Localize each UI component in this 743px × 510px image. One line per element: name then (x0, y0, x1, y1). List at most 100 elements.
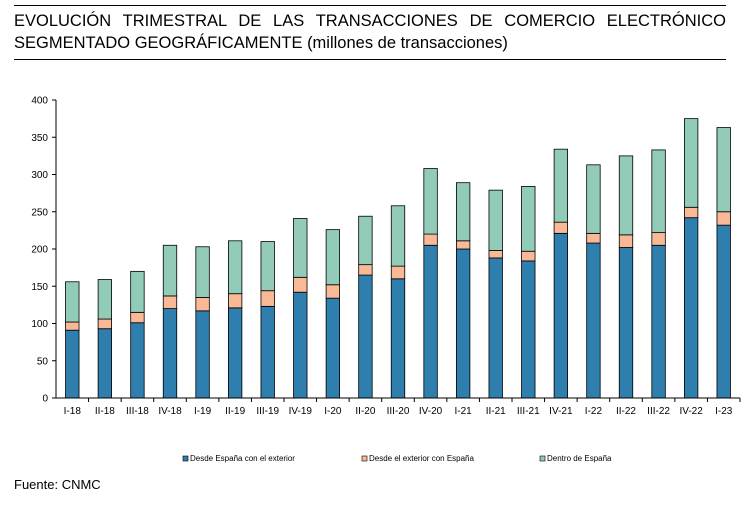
bar-segment-1-I-21 (455, 248, 471, 399)
bar-segment-1-I-19 (195, 310, 210, 399)
x-tick-label: IV-22 (679, 406, 703, 417)
bar-segment-1-III-22 (651, 244, 666, 399)
bar-segment-1-III-19 (260, 305, 275, 399)
title-top-rule (14, 5, 726, 6)
bar-segment-3-I-22 (586, 164, 601, 234)
y-axis: 0 50 100 150 200 250 300 350 400 (31, 96, 57, 405)
chart-title-line1: EVOLUCIÓN TRIMESTRAL DE LAS TRANSACCIONE… (14, 12, 726, 30)
bar-segment-2-III-20 (390, 265, 406, 280)
x-tick-label: IV-20 (419, 406, 443, 417)
bar-segment-1-IV-20 (423, 244, 438, 399)
legend: Desde España con el exterior Desde el ext… (182, 454, 612, 463)
bar-segment-2-II-18 (97, 318, 113, 330)
bar-segment-1-I-20 (325, 297, 341, 399)
legend-label-3: Dentro de España (547, 454, 612, 463)
bar-segment-1-II-22 (618, 247, 634, 399)
bar-segment-2-III-21 (521, 250, 536, 262)
bar-segment-2-I-19 (195, 297, 210, 312)
y-tick-label: 100 (31, 319, 48, 330)
x-tick-label: I-20 (324, 406, 342, 417)
chart-title-line2: SEGMENTADO GEOGRÁFICAMENTE (millones de … (14, 32, 726, 54)
y-tick-label: 200 (31, 245, 48, 256)
bar-segment-1-III-20 (390, 278, 406, 399)
y-tick-label: 50 (37, 356, 49, 367)
bar-segment-3-IV-20 (423, 168, 438, 235)
x-tick-label: III-19 (256, 406, 279, 417)
bar-segment-3-I-21 (455, 182, 471, 242)
bar-segment-2-IV-20 (423, 233, 438, 246)
x-tick-label: I-19 (194, 406, 212, 417)
bar-segment-2-I-21 (455, 240, 471, 250)
x-tick-label: I-18 (64, 406, 82, 417)
bar-segment-3-III-21 (521, 186, 536, 252)
bar-segment-3-I-18 (65, 281, 80, 323)
bar-segment-2-I-22 (586, 232, 601, 244)
bar-segment-3-I-19 (195, 246, 210, 298)
bar-segment-3-I-23 (716, 127, 731, 213)
bar-segment-1-I-18 (65, 329, 80, 399)
bar-segment-3-IV-22 (683, 118, 699, 208)
bar-segment-2-I-23 (716, 211, 731, 226)
chart-title-caps: SEGMENTADO GEOGRÁFICAMENTE (14, 34, 303, 52)
bar-segment-1-IV-22 (683, 217, 699, 399)
x-tick-label: II-21 (486, 406, 506, 417)
x-tick-label: I-22 (585, 406, 603, 417)
bar-segment-1-III-21 (521, 260, 536, 399)
x-axis: I-18 II-18 III-18 IV-18 I-19 II-19 III-19 IV-19… (56, 397, 741, 417)
title-bottom-rule (14, 59, 726, 60)
chart-title: EVOLUCIÓN TRIMESTRAL DE LAS TRANSACCIONE… (14, 10, 726, 54)
x-tick-label: IV-18 (158, 406, 182, 417)
bar-segment-2-II-22 (618, 234, 634, 248)
y-tick-label: 400 (31, 96, 48, 107)
bar-segment-3-IV-18 (162, 244, 178, 297)
bar-segment-3-III-19 (260, 241, 275, 292)
bar-segment-3-II-22 (618, 155, 634, 236)
x-tick-label: II-19 (225, 406, 245, 417)
bar-segment-1-II-19 (227, 307, 243, 399)
bar-segment-2-I-18 (65, 321, 80, 331)
bars (65, 118, 731, 399)
bar-segment-1-II-20 (358, 274, 373, 399)
bar-segment-3-I-20 (325, 229, 341, 286)
legend-swatch-1 (182, 455, 189, 462)
legend-label-2: Desde el exterior con España (369, 454, 475, 463)
bar-segment-3-II-21 (488, 189, 503, 251)
x-tick-label: III-22 (647, 406, 670, 417)
bar-segment-1-II-21 (488, 257, 503, 399)
x-tick-label: III-20 (387, 406, 410, 417)
x-tick-label: I-21 (455, 406, 473, 417)
bar-segment-1-I-23 (716, 224, 731, 399)
bar-segment-1-IV-19 (293, 291, 308, 399)
legend-label-1: Desde España con el exterior (190, 454, 295, 463)
bar-segment-2-IV-22 (683, 206, 699, 219)
bar-segment-2-IV-19 (293, 276, 308, 293)
bar-segment-3-IV-19 (293, 218, 308, 278)
bar-segment-1-IV-21 (553, 232, 569, 399)
source-note: Fuente: CNMC (14, 477, 101, 492)
x-tick-label: III-21 (517, 406, 540, 417)
bar-segment-2-II-20 (358, 264, 373, 276)
bar-segment-2-IV-18 (162, 295, 178, 309)
bar-segment-3-II-20 (358, 215, 373, 266)
bar-segment-3-III-22 (651, 149, 666, 234)
bar-segment-2-III-19 (260, 290, 275, 307)
bar-segment-1-IV-18 (162, 308, 178, 399)
y-tick-label: 0 (42, 394, 48, 405)
bar-segment-3-III-20 (390, 205, 406, 267)
bar-segment-2-III-18 (130, 311, 145, 324)
x-tick-label: IV-21 (549, 406, 573, 417)
y-tick-label: 250 (31, 207, 48, 218)
bar-segment-3-III-18 (130, 270, 145, 313)
x-tick-label: II-20 (355, 406, 375, 417)
bar-segment-2-III-22 (651, 232, 666, 246)
y-tick-label: 300 (31, 170, 48, 181)
y-tick-label: 150 (31, 282, 48, 293)
x-tick-label: I-23 (715, 406, 733, 417)
bar-segment-1-III-18 (130, 322, 145, 399)
bar-segment-3-IV-21 (553, 148, 569, 223)
x-tick-label: III-18 (126, 406, 149, 417)
x-tick-label: IV-19 (289, 406, 313, 417)
chart-title-units: (millones de transacciones) (307, 34, 508, 52)
bar-segment-1-I-22 (586, 242, 601, 399)
bar-segment-2-II-21 (488, 250, 503, 259)
